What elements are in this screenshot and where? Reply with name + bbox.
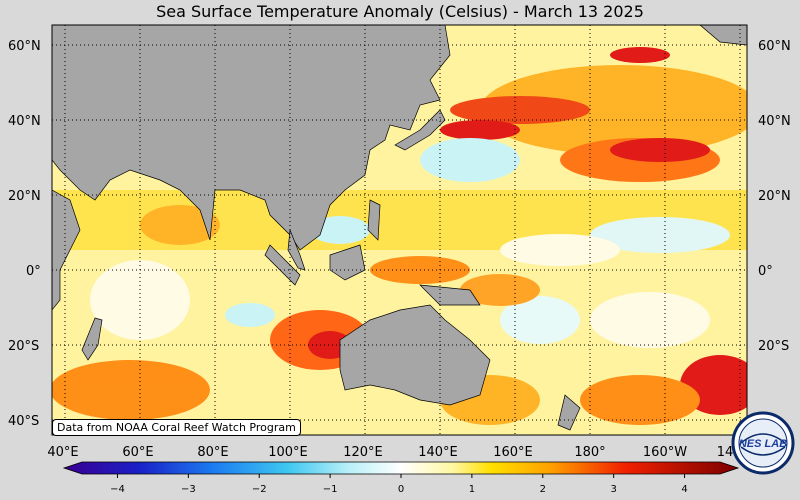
- colorbar-tick-label: −1: [323, 484, 338, 495]
- colorbar-tick-label: −3: [181, 484, 196, 495]
- landmass-borneo: [329, 244, 366, 281]
- colorbar-tick-label: 3: [610, 484, 616, 495]
- lon-labels: 40°E 60°E 80°E 100°E 120°E 140°E 160°E 1…: [47, 445, 733, 460]
- lat-labels-left: 60°N 40°N 20°N 0° 20°S 40°S: [8, 39, 41, 429]
- lat-label-left-0: 0°: [26, 264, 41, 279]
- colorbar-tick-label: 2: [540, 484, 546, 495]
- lat-labels-right: 60°N 40°N 20°N 0° 20°S: [758, 39, 791, 354]
- colorbar-bar: [62, 461, 740, 475]
- data-credit: Data from NOAA Coral Reef Watch Program: [52, 419, 301, 436]
- graticule: [52, 25, 747, 435]
- landmass-new-guinea: [419, 284, 481, 306]
- lon-label-140e: 140°E: [418, 445, 458, 460]
- landmass-malay: [287, 229, 306, 271]
- landmass-philippines: [367, 199, 381, 241]
- land-masses: [52, 25, 747, 431]
- colorbar-tick-label: 0: [398, 484, 404, 495]
- lat-label-right-20n: 20°N: [758, 189, 791, 204]
- lat-label-left-40n: 40°N: [8, 114, 41, 129]
- svg-text:NES LAB: NES LAB: [739, 438, 787, 450]
- lon-label-140w-partial: 14: [717, 445, 734, 460]
- colorbar-tick-label: −2: [252, 484, 267, 495]
- landmass-alaska: [699, 25, 747, 46]
- colorbar-tick-label: 4: [681, 484, 687, 495]
- lat-label-right-20s: 20°S: [758, 339, 789, 354]
- colorbar-tick-label: −4: [110, 484, 125, 495]
- lon-label-160e: 160°E: [493, 445, 533, 460]
- lon-label-120e: 120°E: [343, 445, 383, 460]
- lon-label-100e: 100°E: [268, 445, 308, 460]
- map-title: Sea Surface Temperature Anomaly (Celsius…: [156, 2, 644, 21]
- lat-label-left-60n: 60°N: [8, 39, 41, 54]
- nesdis-lab-logo: NES LAB: [731, 411, 795, 475]
- lon-label-180: 180°: [574, 445, 605, 460]
- lat-label-left-20n: 20°N: [8, 189, 41, 204]
- lon-label-80e: 80°E: [197, 445, 228, 460]
- lon-label-160w: 160°W: [643, 445, 687, 460]
- landmass-australia: [339, 304, 491, 406]
- colorbar: −4 −3 −2 −1 0 1 2 3 4: [62, 461, 740, 495]
- lat-label-right-40n: 40°N: [758, 114, 791, 129]
- lon-label-40e: 40°E: [47, 445, 78, 460]
- map-frame: [51, 24, 748, 436]
- lat-label-left-40s: 40°S: [8, 414, 39, 429]
- lat-label-right-60n: 60°N: [758, 39, 791, 54]
- landmass-new-zealand: [557, 394, 581, 431]
- lat-label-left-20s: 20°S: [8, 339, 39, 354]
- lat-label-right-0: 0°: [758, 264, 773, 279]
- colorbar-ticks: −4 −3 −2 −1 0 1 2 3 4: [110, 474, 688, 495]
- colorbar-tick-label: 1: [469, 484, 475, 495]
- lon-label-60e: 60°E: [122, 445, 153, 460]
